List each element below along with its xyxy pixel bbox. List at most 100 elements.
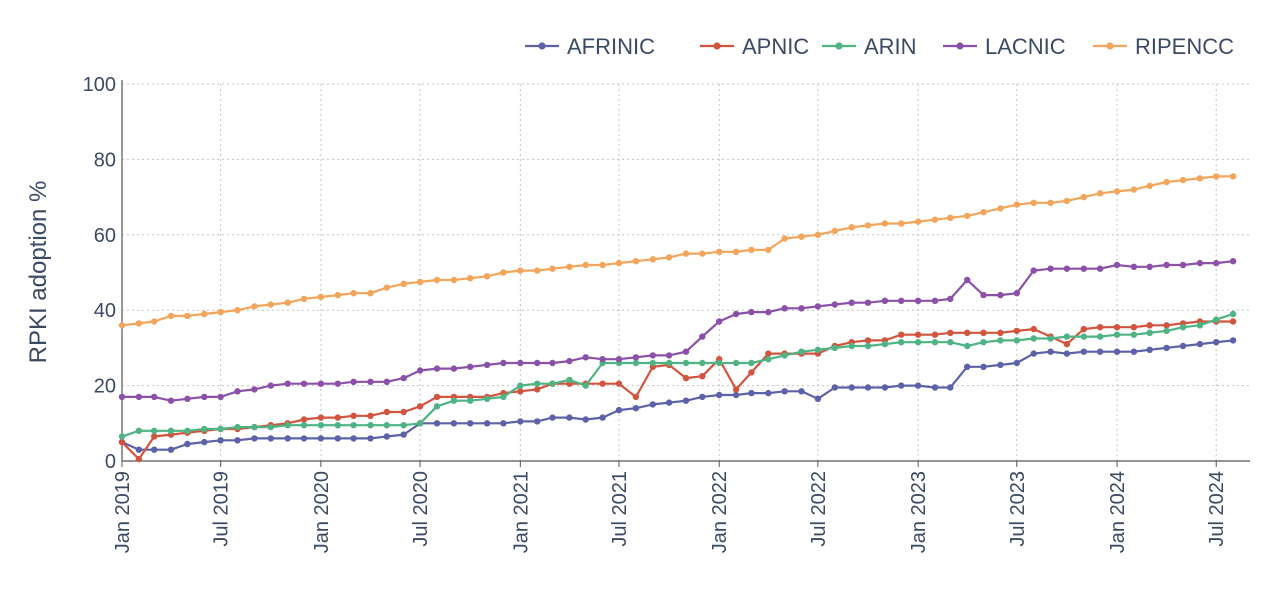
data-point <box>1063 350 1071 357</box>
data-point <box>433 365 441 372</box>
series-lacnic <box>118 258 1237 404</box>
data-point <box>317 293 325 301</box>
legend-item-arin[interactable]: ARIN <box>822 34 917 59</box>
data-point <box>1047 199 1054 206</box>
data-point <box>350 435 357 442</box>
data-point <box>234 307 241 314</box>
data-point <box>964 276 971 284</box>
data-point <box>217 437 224 444</box>
data-point <box>814 395 822 402</box>
data-point <box>1063 340 1071 348</box>
data-point <box>317 422 325 429</box>
data-point <box>334 422 341 429</box>
legend-marker <box>835 42 843 50</box>
data-point <box>682 397 690 404</box>
legend-item-ripencc[interactable]: RIPENCC <box>1093 34 1234 59</box>
data-point <box>300 295 308 303</box>
data-point <box>898 297 905 304</box>
data-point <box>649 359 656 367</box>
legend-item-apnic[interactable]: APNIC <box>700 34 809 59</box>
data-point <box>201 438 208 446</box>
data-point <box>517 359 524 367</box>
data-point <box>167 312 175 320</box>
data-point <box>251 386 258 393</box>
data-point <box>914 339 922 346</box>
data-point <box>1113 324 1121 331</box>
data-point <box>234 437 241 444</box>
data-point <box>334 380 341 387</box>
data-point <box>1146 182 1153 189</box>
data-point <box>450 276 458 284</box>
data-point <box>167 397 175 404</box>
data-point <box>1030 267 1037 274</box>
data-point <box>367 412 374 419</box>
data-point <box>467 275 474 282</box>
data-point <box>300 380 308 387</box>
data-point <box>317 414 325 421</box>
data-point <box>1146 263 1153 270</box>
data-point <box>682 250 690 257</box>
data-point <box>184 395 191 402</box>
data-point <box>699 359 706 367</box>
data-point <box>997 329 1004 336</box>
data-point <box>135 393 143 401</box>
data-point <box>864 222 872 229</box>
data-point <box>350 290 357 297</box>
data-point <box>980 363 987 370</box>
legend-marker <box>1106 42 1114 50</box>
data-point <box>848 342 855 350</box>
data-point <box>748 246 755 254</box>
data-point <box>781 305 788 312</box>
data-point <box>284 380 291 387</box>
series-line <box>122 260 1234 402</box>
data-point <box>914 331 922 338</box>
data-point <box>118 322 126 329</box>
data-point <box>151 318 158 325</box>
data-point <box>1113 261 1121 269</box>
data-point <box>151 393 158 401</box>
data-point <box>582 354 589 361</box>
data-point <box>517 418 524 425</box>
data-point <box>814 231 822 238</box>
data-point <box>632 354 640 361</box>
data-point <box>367 435 374 442</box>
series-ripencc <box>118 173 1237 329</box>
data-point <box>1047 348 1054 355</box>
data-point <box>383 408 390 416</box>
data-point <box>599 380 606 387</box>
data-point <box>665 399 673 406</box>
series-apnic <box>118 318 1237 463</box>
data-point <box>582 261 589 269</box>
legend-item-afrinic[interactable]: AFRINIC <box>525 34 655 59</box>
data-point <box>483 273 491 280</box>
data-point <box>748 369 755 376</box>
data-point <box>416 278 424 286</box>
data-point <box>748 308 755 316</box>
data-point <box>367 290 374 297</box>
x-tick-label: Jan 2019 <box>112 471 134 553</box>
data-point <box>1013 290 1020 297</box>
data-point <box>781 235 788 242</box>
data-point <box>534 386 541 393</box>
data-point <box>284 435 291 442</box>
data-point <box>1229 173 1237 180</box>
legend-item-lacnic[interactable]: LACNIC <box>943 34 1066 59</box>
grid-layer <box>121 83 1250 462</box>
data-point <box>350 422 357 429</box>
data-point <box>931 384 939 391</box>
data-point <box>1146 329 1153 336</box>
data-point <box>732 310 740 318</box>
data-point <box>881 384 889 391</box>
data-point <box>135 427 143 434</box>
data-point <box>534 380 541 387</box>
data-point <box>665 359 673 367</box>
data-point <box>151 433 158 440</box>
data-point <box>980 329 987 336</box>
data-point <box>1080 325 1088 333</box>
data-point <box>201 393 208 401</box>
data-point <box>500 359 507 367</box>
data-point <box>765 356 772 363</box>
data-point <box>467 363 474 370</box>
data-point <box>716 359 723 367</box>
data-point <box>1063 333 1071 340</box>
